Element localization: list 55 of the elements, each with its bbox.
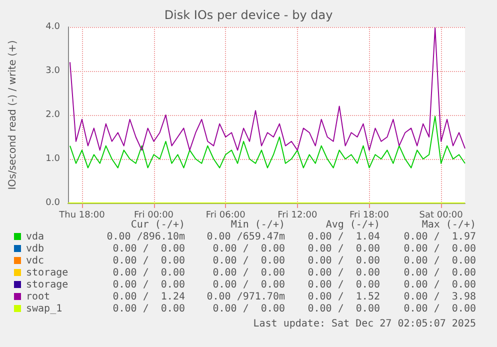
x-tick-label: Fri 12:00 bbox=[278, 210, 318, 220]
y-tick-label: 0.0 bbox=[46, 198, 60, 208]
text: 0.00 / 0.00 bbox=[112, 268, 185, 278]
legend-label: vda bbox=[26, 232, 44, 242]
y-tick-label: 2.0 bbox=[46, 110, 60, 120]
text: 0.00 / 0.00 bbox=[308, 280, 380, 290]
y-tick-label: 4.0 bbox=[46, 22, 60, 32]
text: 0.00 / 1.97 bbox=[404, 232, 476, 242]
x-tick-label: Thu 18:00 bbox=[58, 210, 106, 220]
text: 0.00 / 3.98 bbox=[404, 292, 476, 302]
legend-label: root bbox=[26, 292, 50, 302]
text: 0.00 /659.47m bbox=[206, 232, 285, 242]
x-tick-label: Sat 00:00 bbox=[419, 210, 464, 220]
x-tick-label: Fri 00:00 bbox=[134, 210, 174, 220]
text: 0.00 / 0.00 bbox=[404, 280, 476, 290]
text: 0.00 / 0.00 bbox=[112, 256, 185, 266]
text: 0.00 / 0.00 bbox=[112, 280, 185, 290]
legend-label: vdc bbox=[26, 256, 44, 266]
text: 0.00 / 0.00 bbox=[308, 256, 380, 266]
text: Cur (-/+) bbox=[130, 220, 185, 230]
text: Last update: Sat Dec 27 02:05:07 2025 bbox=[253, 318, 476, 330]
text: 0.00 / 0.00 bbox=[212, 256, 285, 266]
text: 0.00 /896.10m bbox=[106, 232, 185, 242]
text: 0.00 / 0.00 bbox=[212, 268, 285, 278]
text: 0.00 / 1.04 bbox=[308, 232, 380, 242]
line-series bbox=[69, 116, 466, 168]
legend-label: swap_1 bbox=[26, 304, 62, 314]
legend-label: storage bbox=[26, 268, 68, 278]
legend-label: storage bbox=[26, 280, 68, 290]
text: 0.00 / 0.00 bbox=[308, 268, 380, 278]
text: 0.00 / 0.00 bbox=[308, 304, 380, 314]
text: 0.00 / 0.00 bbox=[212, 304, 285, 314]
text: 0.00 / 1.52 bbox=[308, 292, 380, 302]
legend-label: vdb bbox=[26, 244, 44, 254]
chart-title: Disk IOs per device - by day bbox=[164, 8, 333, 22]
line-series bbox=[69, 27, 466, 151]
y-tick-label: 1.0 bbox=[46, 154, 60, 164]
text: 0.00 / 0.00 bbox=[404, 244, 476, 254]
text: Avg (-/+) bbox=[326, 220, 380, 230]
text: Min (-/+) bbox=[230, 220, 285, 230]
x-tick-label: Fri 18:00 bbox=[349, 210, 390, 220]
y-axis-title: IOs/second read (-) / write (+) bbox=[8, 40, 18, 190]
text: 0.00 /971.70m bbox=[206, 292, 285, 302]
text: 0.00 / 0.00 bbox=[212, 280, 285, 290]
text: 0.00 / 0.00 bbox=[404, 256, 476, 266]
text: 0.00 / 0.00 bbox=[112, 244, 185, 254]
text: 0.00 / 0.00 bbox=[404, 268, 476, 278]
text: 0.00 / 0.00 bbox=[112, 304, 185, 314]
text: 0.00 / 0.00 bbox=[212, 244, 285, 254]
y-tick-label: 3.0 bbox=[46, 66, 60, 76]
text: 0.00 / 0.00 bbox=[308, 244, 380, 254]
text: Max (-/+) bbox=[422, 220, 476, 230]
text: 0.00 / 0.00 bbox=[404, 304, 476, 314]
text: 0.00 / 1.24 bbox=[112, 292, 185, 302]
x-tick-label: Fri 06:00 bbox=[206, 210, 246, 220]
